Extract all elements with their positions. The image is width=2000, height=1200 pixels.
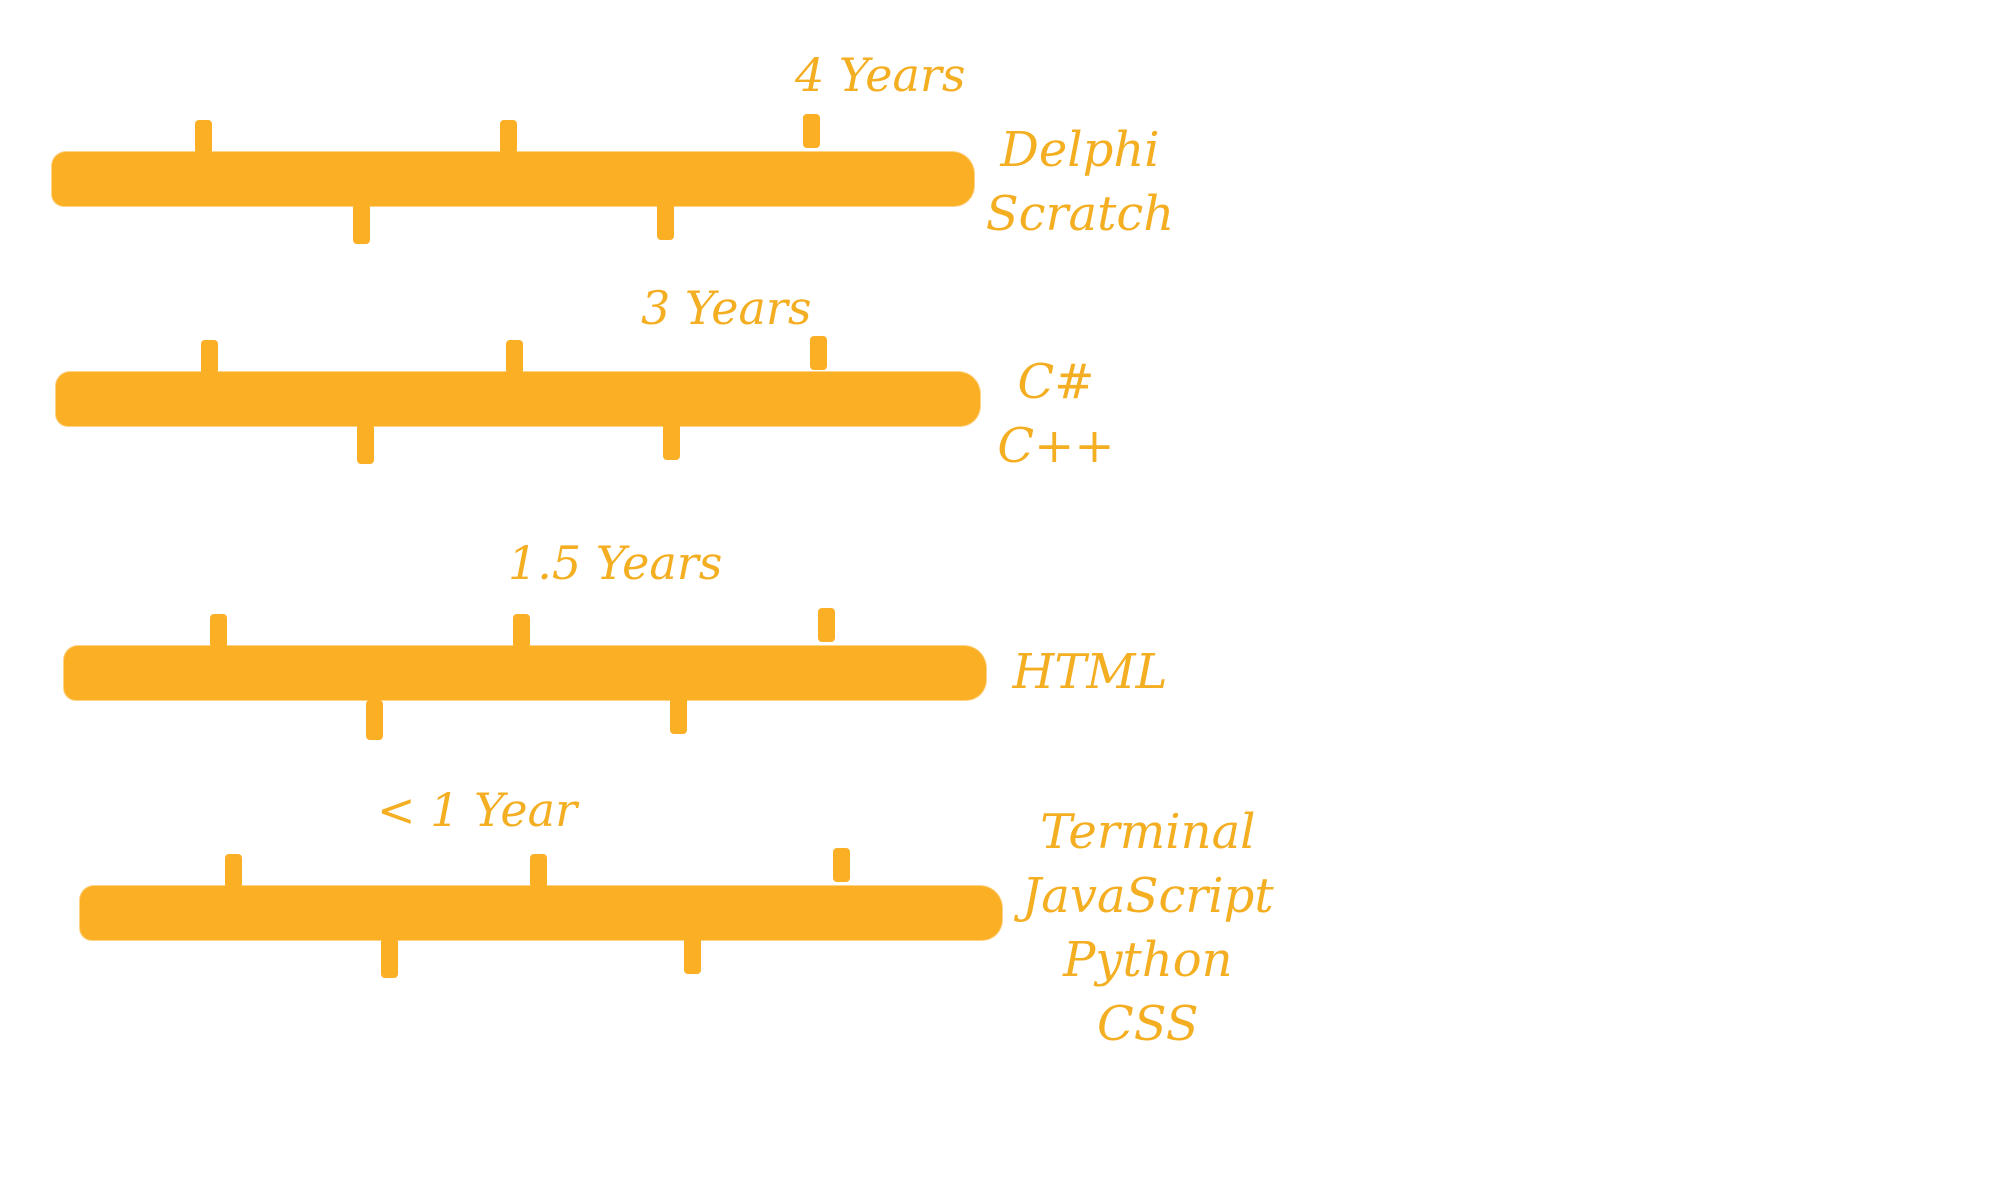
duration-label: 1.5 Years (508, 536, 723, 590)
timeline-tick (210, 614, 227, 648)
experience-row-4-years: 4 Years Delphi Scratch (0, 0, 1300, 250)
timeline-tick (513, 614, 530, 648)
timeline-tick (657, 200, 674, 240)
timeline-tick (357, 424, 374, 464)
language-list: C# C++ (936, 350, 1176, 478)
language-label: Delphi (1000, 122, 1160, 178)
language-label: HTML (1012, 644, 1168, 700)
timeline-bar (80, 886, 1002, 940)
language-label: Python (1063, 932, 1233, 988)
language-label: CSS (1097, 996, 1199, 1052)
language-label: JavaScript (1022, 868, 1274, 924)
timeline-tick (833, 848, 850, 882)
timeline-tick (530, 854, 547, 888)
timeline-tick (353, 204, 370, 244)
duration-label: < 1 Year (377, 783, 578, 837)
timeline-tick (500, 120, 517, 154)
timeline-tick (225, 854, 242, 888)
timeline-tick (366, 700, 383, 740)
timeline-tick (195, 120, 212, 154)
experience-row-under-1-year: < 1 Year Terminal JavaScript Python CSS (80, 783, 1274, 1056)
language-label: Terminal (1040, 804, 1256, 860)
language-list: HTML (970, 640, 1210, 704)
timeline-tick (201, 340, 218, 374)
language-label: Scratch (985, 186, 1175, 242)
timeline-tick (818, 608, 835, 642)
language-list: Terminal JavaScript Python CSS (1022, 800, 1274, 1056)
timeline-bar (56, 372, 980, 426)
language-label: C++ (997, 418, 1115, 474)
timeline-tick (506, 340, 523, 374)
duration-label: 3 Years (641, 281, 812, 335)
duration-label: 4 Years (795, 48, 966, 102)
language-list: Delphi Scratch (960, 118, 1200, 246)
experience-row-1-5-years: 1.5 Years HTML (0, 0, 1300, 760)
timeline-bar (52, 152, 974, 206)
timeline-tick (684, 934, 701, 974)
timeline-tick (663, 420, 680, 460)
timeline-tick (381, 938, 398, 978)
timeline-bar (64, 646, 986, 700)
experience-row-3-years: 3 Years C# C++ (0, 0, 1300, 480)
timeline-tick (803, 114, 820, 148)
timeline-tick (810, 336, 827, 370)
timeline-tick (670, 694, 687, 734)
language-label: C# (1017, 354, 1095, 410)
